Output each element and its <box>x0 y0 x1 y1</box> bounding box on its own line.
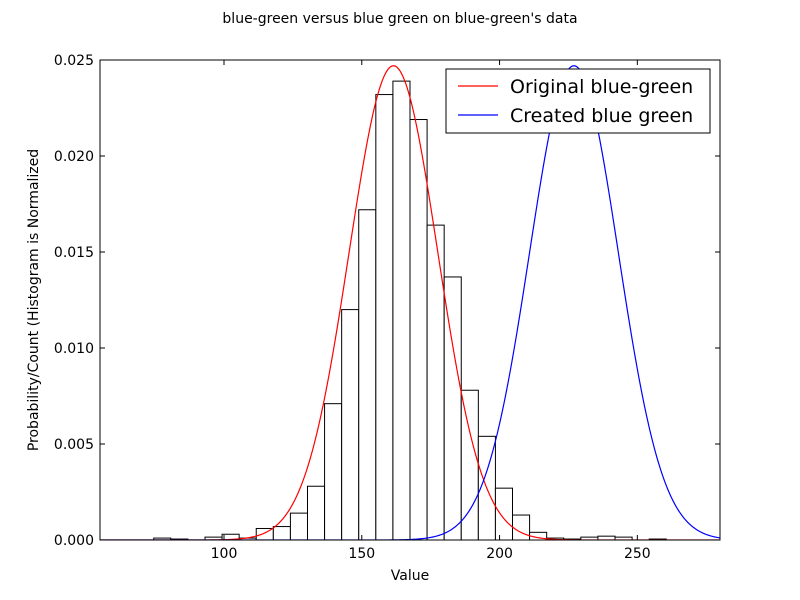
histogram-bar <box>272 526 291 541</box>
legend: Original blue-green Created blue green <box>445 68 711 134</box>
histogram-bar <box>443 276 462 541</box>
axes: 100 150 200 250 0.000 0.005 0.010 0.015 0.020 0.0… <box>54 53 721 562</box>
histogram-bar <box>358 209 377 541</box>
x-tick-label: 200 <box>486 546 513 562</box>
histogram-bar <box>426 224 445 541</box>
histogram-bar <box>494 487 514 541</box>
y-tick-label: 0.015 <box>54 245 94 261</box>
legend-label-created: Created blue green <box>510 105 693 127</box>
x-tick-label: 100 <box>211 546 238 562</box>
histogram-bar <box>409 119 428 541</box>
histogram-bars <box>153 80 667 541</box>
y-tick-label: 0.005 <box>54 437 94 453</box>
series-line-1 <box>100 65 720 540</box>
x-tick-label: 150 <box>348 546 375 562</box>
axes-frame <box>99 59 721 541</box>
legend-label-original: Original blue-green <box>510 76 693 98</box>
histogram-bar <box>324 403 343 541</box>
y-tick-label: 0.025 <box>54 53 94 69</box>
histogram-bar <box>512 514 531 541</box>
x-axis-label: Value <box>391 568 429 584</box>
histogram-bar <box>306 485 326 541</box>
histogram-bar <box>341 309 360 541</box>
chart-title: blue-green versus blue green on blue-gre… <box>222 11 577 27</box>
histogram-bar <box>392 80 411 541</box>
histogram-bar <box>375 94 394 541</box>
y-axis-label: Probability/Count (Histogram is Normaliz… <box>26 149 42 451</box>
legend-box <box>445 68 711 134</box>
y-tick-label: 0.010 <box>54 341 94 357</box>
histogram-bar <box>289 512 308 541</box>
plot-area <box>100 65 720 541</box>
y-tick-label: 0.000 <box>54 533 94 549</box>
y-tick-label: 0.020 <box>54 149 94 165</box>
x-tick-label: 250 <box>624 546 651 562</box>
